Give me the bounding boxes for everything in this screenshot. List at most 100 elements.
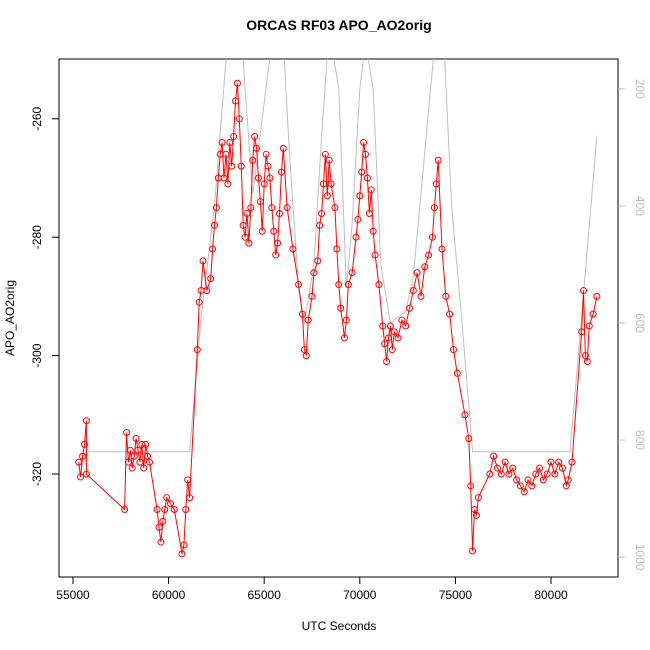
data-point — [195, 298, 203, 306]
data-point — [237, 162, 245, 170]
data-point — [153, 506, 161, 514]
data-point — [532, 470, 540, 478]
data-point — [167, 500, 175, 508]
data-point — [199, 257, 207, 265]
data-point — [413, 269, 421, 277]
x-tick-label: 65000 — [248, 588, 282, 602]
data-point — [442, 292, 450, 300]
data-point — [539, 476, 547, 484]
data-point — [425, 251, 433, 259]
data-point — [209, 245, 217, 253]
y-tick-label: -260 — [30, 106, 44, 130]
data-point — [516, 482, 524, 490]
data-point — [417, 292, 425, 300]
data-point — [182, 506, 190, 514]
data-point — [394, 334, 402, 342]
data-point — [212, 204, 220, 212]
data-point — [472, 511, 480, 519]
data-point — [344, 281, 352, 289]
data-point — [432, 180, 440, 188]
data-point — [520, 488, 528, 496]
data-point — [449, 346, 457, 354]
data-point — [342, 316, 350, 324]
data-point — [222, 150, 230, 158]
data-point — [283, 204, 291, 212]
data-point — [558, 464, 566, 472]
data-point — [348, 269, 356, 277]
data-point — [580, 286, 588, 294]
data-point — [266, 174, 274, 182]
data-point — [543, 470, 551, 478]
data-point — [585, 322, 593, 330]
data-point — [367, 186, 375, 194]
data-point — [132, 434, 140, 442]
data-point — [430, 204, 438, 212]
y2-tick-label: 400 — [633, 196, 647, 216]
x-tick-label: 75000 — [439, 588, 473, 602]
chart-title: ORCAS RF03 APO_AO2orig — [246, 17, 431, 33]
data-point — [547, 458, 555, 466]
data-point — [319, 180, 327, 188]
data-point — [155, 523, 163, 531]
data-point — [180, 541, 188, 549]
data-point — [446, 310, 454, 318]
data-point — [203, 286, 211, 294]
data-point — [249, 156, 257, 164]
data-point — [159, 517, 167, 525]
data-point — [356, 192, 364, 200]
data-point — [220, 174, 228, 182]
data-point — [333, 245, 341, 253]
data-point — [402, 322, 410, 330]
data-point — [490, 452, 498, 460]
data-point — [163, 494, 171, 502]
data-point — [568, 458, 576, 466]
data-point — [130, 452, 138, 460]
data-point — [467, 482, 475, 490]
data-point — [232, 97, 240, 105]
data-point — [251, 133, 259, 141]
data-point — [362, 150, 370, 158]
data-point — [388, 346, 396, 354]
data-point — [258, 227, 266, 235]
data-point — [235, 115, 243, 123]
data-point — [365, 210, 373, 218]
y-tick-label: -280 — [30, 225, 44, 249]
data-point — [233, 79, 241, 87]
data-point — [210, 221, 218, 229]
data-point — [142, 440, 150, 448]
data-point — [327, 180, 335, 188]
data-point — [428, 233, 436, 241]
data-point — [513, 476, 521, 484]
data-point — [337, 304, 345, 312]
data-point — [461, 411, 469, 419]
y2-tick-label: 1000 — [633, 544, 647, 571]
data-point — [140, 464, 148, 472]
data-point — [564, 476, 572, 484]
data-point — [80, 440, 88, 448]
data-point — [124, 458, 132, 466]
data-point — [253, 144, 261, 152]
y-tick-label: -300 — [30, 343, 44, 367]
data-point — [228, 162, 236, 170]
data-point — [341, 334, 349, 342]
y-axis-label: APO_AO2orig — [3, 280, 17, 356]
x-axis-label: UTC Seconds — [302, 619, 377, 633]
x-tick-label: 60000 — [152, 588, 186, 602]
data-point — [310, 269, 318, 277]
data-point — [239, 221, 247, 229]
data-point — [406, 304, 414, 312]
data-point — [218, 138, 226, 146]
data-point — [184, 476, 192, 484]
data-point — [270, 227, 278, 235]
data-point — [275, 210, 283, 218]
data-point — [323, 192, 331, 200]
x-tick-label: 70000 — [343, 588, 377, 602]
series-line — [78, 83, 598, 555]
y2-tick-label: 200 — [633, 79, 647, 99]
data-point — [123, 429, 131, 437]
data-point — [157, 538, 165, 546]
data-point — [295, 281, 303, 289]
data-point — [230, 133, 238, 141]
data-point — [302, 352, 310, 360]
data-point — [316, 221, 324, 229]
